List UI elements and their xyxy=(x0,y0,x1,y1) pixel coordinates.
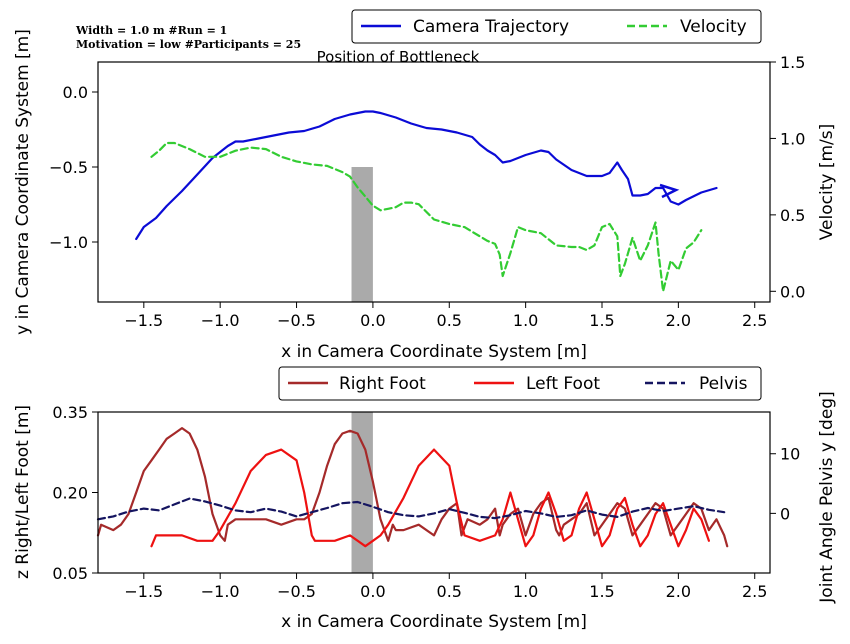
x-tick-label: 0.0 xyxy=(360,582,385,601)
bottom-legend-box xyxy=(278,366,762,401)
right-y-tick-label: 0 xyxy=(780,504,790,523)
x-tick-label: 2.5 xyxy=(742,582,767,601)
x-tick-label: −1.0 xyxy=(201,582,240,601)
y-tick-label: 0.0 xyxy=(63,83,88,102)
top-x-ticks: −1.5 −1.0 −0.5 0.0 0.5 1.0 1.5 2.0 2.5 xyxy=(124,302,767,330)
series-line-left-foot xyxy=(150,448,711,548)
bottom-y-axis-label: z Right/Left Foot [m] xyxy=(13,405,33,579)
right-y-tick-label: 0.5 xyxy=(780,206,805,225)
x-tick-label: −1.5 xyxy=(124,582,163,601)
trajectory-arrow-head xyxy=(659,183,680,199)
bottom-chart: −1.5 −1.0 −0.5 0.0 0.5 1.0 1.5 2.0 2.5 0.350.200… xyxy=(13,366,837,632)
x-tick-label: 0.0 xyxy=(360,311,385,330)
series-line-pelvis xyxy=(96,497,726,521)
x-tick-label: 1.5 xyxy=(589,582,614,601)
legend-label-left-foot: Left Foot xyxy=(526,374,600,394)
legend-label-right-foot: Right Foot xyxy=(339,374,426,394)
y-tick-label: 0.35 xyxy=(52,403,88,422)
top-y-ticks: 0.0 −0.5 −1.0 xyxy=(49,83,98,252)
x-tick-label: −0.5 xyxy=(277,311,316,330)
x-tick-label: 0.5 xyxy=(437,311,462,330)
x-tick-label: 1.5 xyxy=(589,311,614,330)
right-y-tick-label: 1.0 xyxy=(780,129,805,148)
legend-label-camera-trajectory: Camera Trajectory xyxy=(413,17,569,37)
legend-label-pelvis: Pelvis xyxy=(699,374,748,394)
top-chart: Position of Bottleneck −1.5 −1.0 −0.5 0.0 0.… xyxy=(13,9,837,362)
bottleneck-label: Position of Bottleneck xyxy=(317,48,480,66)
y-tick-label: −0.5 xyxy=(49,158,88,177)
x-tick-label: −0.5 xyxy=(277,582,316,601)
top-legend: Camera Trajectory Velocity xyxy=(351,9,762,44)
run-info-line-2: Motivation = low #Participants = 25 xyxy=(76,38,301,51)
legend-label-velocity: Velocity xyxy=(680,17,747,37)
series-line-right-foot xyxy=(96,427,729,548)
bottom-x-ticks: −1.5 −1.0 −0.5 0.0 0.5 1.0 1.5 2.0 2.5 xyxy=(124,573,767,601)
top-right-y-axis-label: Velocity [m/s] xyxy=(817,124,837,241)
right-y-tick-label: 10 xyxy=(780,445,800,464)
right-y-tick-label: 1.5 xyxy=(780,53,805,72)
x-tick-label: 0.5 xyxy=(437,582,462,601)
x-tick-label: 2.5 xyxy=(742,311,767,330)
top-axes-frame xyxy=(97,61,771,303)
x-tick-label: −1.0 xyxy=(201,311,240,330)
right-y-tick-label: 0.0 xyxy=(780,282,805,301)
bottom-legend: Right Foot Left Foot Pelvis xyxy=(278,366,762,401)
top-x-axis-label: x in Camera Coordinate System [m] xyxy=(281,342,587,362)
top-y-axis-label: y in Camera Coordinate System [m] xyxy=(13,29,33,335)
x-tick-label: 2.0 xyxy=(666,582,691,601)
bottom-plot-area xyxy=(96,427,729,548)
y-tick-label: 0.20 xyxy=(52,484,88,503)
series-line-velocity xyxy=(150,141,703,293)
bottleneck-bar xyxy=(351,412,373,573)
top-legend-box xyxy=(351,9,762,44)
x-tick-label: 1.0 xyxy=(513,311,538,330)
bottom-x-axis-label: x in Camera Coordinate System [m] xyxy=(281,612,587,632)
x-tick-label: 2.0 xyxy=(666,311,691,330)
y-tick-label: 0.05 xyxy=(52,564,88,583)
top-right-y-ticks: 1.5 1.0 0.5 0.0 xyxy=(770,53,805,301)
bottleneck-bar xyxy=(351,167,373,302)
x-tick-label: −1.5 xyxy=(124,311,163,330)
y-tick-label: −1.0 xyxy=(49,233,88,252)
bottom-axes-frame xyxy=(97,411,771,574)
bottom-y-ticks: 0.35 0.20 0.05 xyxy=(52,403,98,583)
bottom-right-y-ticks: 10 0 xyxy=(770,445,800,523)
x-tick-label: 1.0 xyxy=(513,582,538,601)
run-info-line-1: Width = 1.0 m #Run = 1 xyxy=(75,24,227,37)
series-line-camera-trajectory xyxy=(135,110,718,241)
bottom-right-y-axis-label: Joint Angle Pelvis y [deg] xyxy=(817,391,837,603)
top-plot-area xyxy=(135,110,718,293)
